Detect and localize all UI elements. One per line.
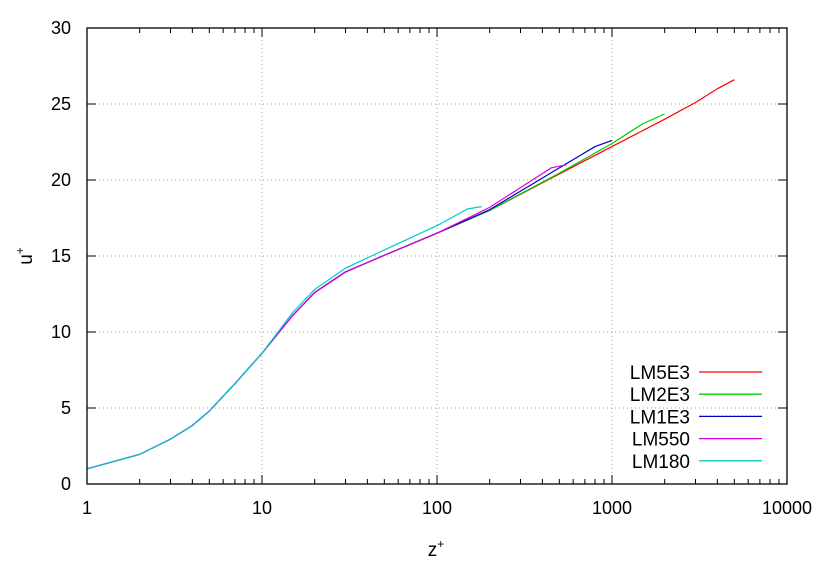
y-tick-labels: 0 5 10 15 20 25 30 [51, 18, 71, 494]
y-tick-label: 20 [51, 170, 71, 190]
series-line-lm550 [86, 164, 567, 470]
plot-series [86, 79, 735, 470]
y-tick-label: 0 [61, 474, 71, 494]
x-tick-label: 1 [82, 498, 92, 518]
y-tick-label: 25 [51, 94, 71, 114]
y-tick-label: 5 [61, 398, 71, 418]
y-axis-label: u+ [13, 247, 37, 265]
y-tick-label: 30 [51, 18, 71, 38]
x-tick-label: 10000 [762, 498, 812, 518]
x-tick-label: 1000 [592, 498, 632, 518]
y-tick-label: 10 [51, 322, 71, 342]
legend-label: LM550 [632, 430, 690, 451]
legend-label: LM1E3 [630, 407, 690, 428]
axis-ticks [86, 27, 788, 485]
series-line-lm2e3 [86, 113, 665, 470]
x-tick-labels: 1 10 100 1000 10000 [82, 498, 812, 518]
x-tick-label: 100 [422, 498, 452, 518]
grid-lines [87, 28, 787, 484]
series-line-lm180 [86, 206, 482, 470]
legend-label: LM180 [632, 452, 690, 473]
series-line-lm1e3 [86, 139, 613, 470]
x-tick-label: 10 [252, 498, 272, 518]
y-tick-label: 15 [51, 246, 71, 266]
legend-label: LM2E3 [630, 385, 690, 406]
x-axis-label: z+ [428, 537, 445, 561]
legend-label: LM5E3 [630, 363, 690, 384]
